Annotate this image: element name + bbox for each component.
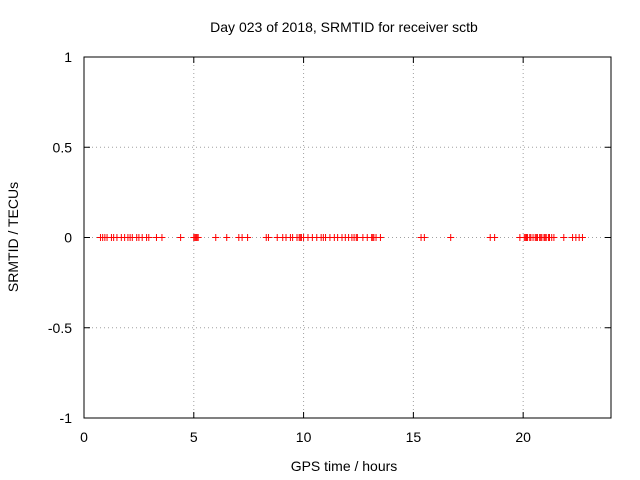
x-axis-label: GPS time / hours bbox=[291, 458, 398, 474]
data-point bbox=[212, 234, 220, 241]
data-point bbox=[244, 234, 252, 241]
x-tick-label: 5 bbox=[190, 429, 198, 445]
axis-ticks bbox=[83, 56, 611, 419]
chart-title: Day 023 of 2018, SRMTID for receiver sct… bbox=[210, 19, 478, 35]
data-series-srmtid bbox=[96, 234, 586, 241]
data-point bbox=[194, 234, 202, 241]
data-point bbox=[420, 234, 428, 241]
data-point bbox=[264, 234, 272, 241]
data-point bbox=[223, 234, 231, 241]
data-point bbox=[491, 234, 499, 241]
axis-tick-labels: 1 0.5 0 -0.5 -1 0 5 10 15 20 bbox=[48, 49, 531, 445]
y-tick-label: -0.5 bbox=[48, 320, 72, 336]
y-axis-label: SRMTID / TECUs bbox=[5, 182, 21, 292]
x-tick-label: 15 bbox=[406, 429, 422, 445]
y-tick-label: 1 bbox=[64, 49, 72, 65]
y-tick-label: -1 bbox=[60, 410, 73, 426]
data-point bbox=[550, 234, 558, 241]
data-point bbox=[376, 234, 384, 241]
data-point bbox=[578, 234, 586, 241]
data-point bbox=[447, 234, 455, 241]
y-tick-label: 0 bbox=[64, 230, 72, 246]
data-point bbox=[560, 234, 568, 241]
x-tick-label: 0 bbox=[80, 429, 88, 445]
x-tick-label: 10 bbox=[296, 429, 312, 445]
data-point bbox=[158, 234, 166, 241]
data-point bbox=[177, 234, 185, 241]
x-tick-label: 20 bbox=[515, 429, 531, 445]
y-tick-label: 0.5 bbox=[53, 139, 73, 155]
data-point bbox=[145, 234, 153, 241]
